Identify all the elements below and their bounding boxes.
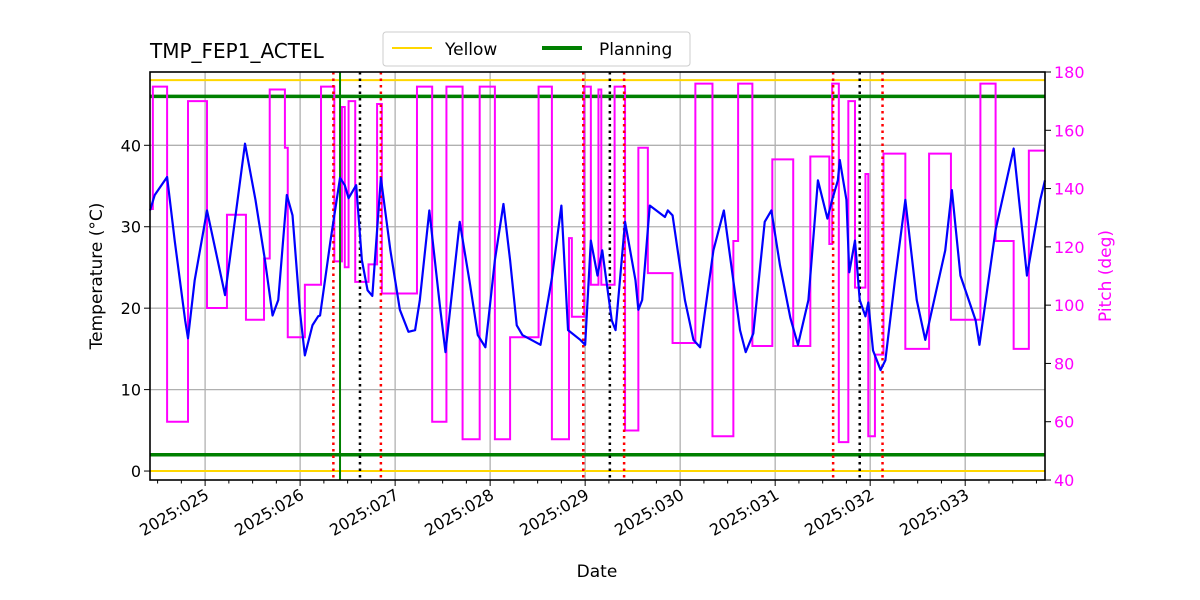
- y-tick-label: 0: [131, 462, 141, 481]
- chart-title: TMP_FEP1_ACTEL: [149, 39, 325, 63]
- y2-tick-label: 80: [1054, 354, 1074, 373]
- x-tick-label: 2025:029: [516, 485, 592, 540]
- axes: 2025:025 2025:026 2025:027 2025:028 2025:029…: [121, 63, 1085, 540]
- y-tick-label: 10: [121, 381, 141, 400]
- y2-tick-label: 160: [1054, 121, 1085, 140]
- y2-tick-label: 140: [1054, 180, 1085, 199]
- x-tick-label: 2025:026: [231, 485, 307, 540]
- x-tick-label: 2025:031: [706, 485, 782, 540]
- temperature-series-line: [148, 142, 1047, 372]
- x-tick-label: 2025:027: [326, 485, 402, 540]
- plot-area: [148, 72, 1047, 480]
- x-tick-label: 2025:030: [611, 485, 687, 540]
- legend: Yellow Planning: [382, 31, 691, 67]
- x-axis-label: Date: [577, 562, 618, 582]
- x-tick-label: 2025:028: [421, 485, 497, 540]
- y2-tick-label: 180: [1054, 63, 1085, 82]
- legend-label-yellow: Yellow: [444, 40, 497, 60]
- x-tick-label: 2025:025: [136, 485, 212, 540]
- y-tick-label: 30: [121, 218, 141, 237]
- y-axis-label: Temperature (°C): [87, 203, 107, 351]
- y2-tick-label: 60: [1054, 413, 1074, 432]
- plot-frame: [149, 71, 1046, 481]
- y2-tick-label: 100: [1054, 296, 1085, 315]
- x-tick-label: 2025:032: [801, 485, 877, 540]
- y-tick-label: 40: [121, 136, 141, 155]
- y2-axis-label: Pitch (deg): [1096, 230, 1116, 322]
- legend-label-planning: Planning: [599, 40, 672, 60]
- x-tick-label: 2025:033: [896, 485, 972, 540]
- pitch-series-line: [150, 82, 1045, 444]
- y2-tick-label: 120: [1054, 238, 1085, 257]
- legend-box: [382, 31, 691, 67]
- y2-tick-label: 40: [1054, 471, 1074, 490]
- y-tick-label: 20: [121, 299, 141, 318]
